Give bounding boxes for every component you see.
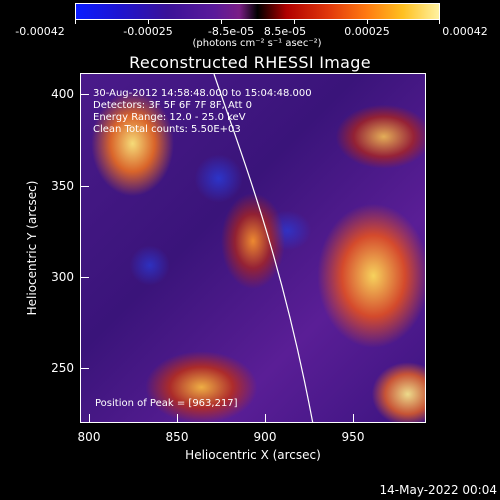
x-tick-label: 900 (253, 430, 277, 444)
colorbar-label: 8.5e-05 (263, 25, 307, 38)
plot-title: Reconstructed RHESSI Image (129, 53, 371, 72)
y-tick (80, 94, 89, 95)
x-tick (353, 414, 354, 423)
rhessi-image: 30-Aug-2012 14:58:48.000 to 15:04:48.000… (80, 73, 426, 423)
x-tick (89, 414, 90, 423)
colorbar-tick (221, 20, 222, 24)
y-tick-label: 350 (51, 179, 74, 193)
info-method-counts: Clean Total counts: 5.50E+03 (93, 124, 241, 135)
colorbar-label: -8.5e-05 (207, 25, 255, 38)
colorbar (75, 3, 440, 20)
x-tick (177, 414, 178, 423)
x-axis-title: Heliocentric X (arcsec) (185, 448, 321, 462)
solar-limb-line (213, 74, 314, 422)
y-tick (80, 368, 89, 369)
x-tick-label: 800 (77, 430, 101, 444)
colorbar-label: -0.00025 (123, 25, 173, 38)
y-tick-label: 250 (51, 361, 74, 375)
colorbar-label: 0.00025 (344, 25, 390, 38)
info-energy-range: Energy Range: 12.0 - 25.0 keV (93, 112, 246, 123)
y-axis-title: Heliocentric Y (arcsec) (25, 180, 39, 316)
y-tick (80, 277, 89, 278)
x-tick-label: 850 (165, 430, 189, 444)
colorbar-tick (75, 20, 76, 24)
y-tick-label: 400 (51, 87, 74, 101)
colorbar-tick (367, 20, 368, 24)
y-tick-label: 300 (51, 270, 74, 284)
colorbar-label: 0.00042 (442, 25, 488, 38)
colorbar-tick (439, 20, 440, 24)
colorbar-units: (photons cm⁻² s⁻¹ asec⁻²) (192, 38, 322, 49)
colorbar-label: -0.00042 (15, 25, 65, 38)
y-tick (80, 186, 89, 187)
peak-position: Position of Peak = [963,217] (95, 398, 238, 409)
x-tick-label: 950 (341, 430, 365, 444)
timestamp: 14-May-2022 00:04 (379, 483, 497, 497)
info-time-range: 30-Aug-2012 14:58:48.000 to 15:04:48.000 (93, 88, 312, 99)
colorbar-tick (148, 20, 149, 24)
colorbar-tick (294, 20, 295, 24)
info-detectors: Detectors: 3F 5F 6F 7F 8F, Att 0 (93, 100, 253, 111)
x-tick (265, 414, 266, 423)
